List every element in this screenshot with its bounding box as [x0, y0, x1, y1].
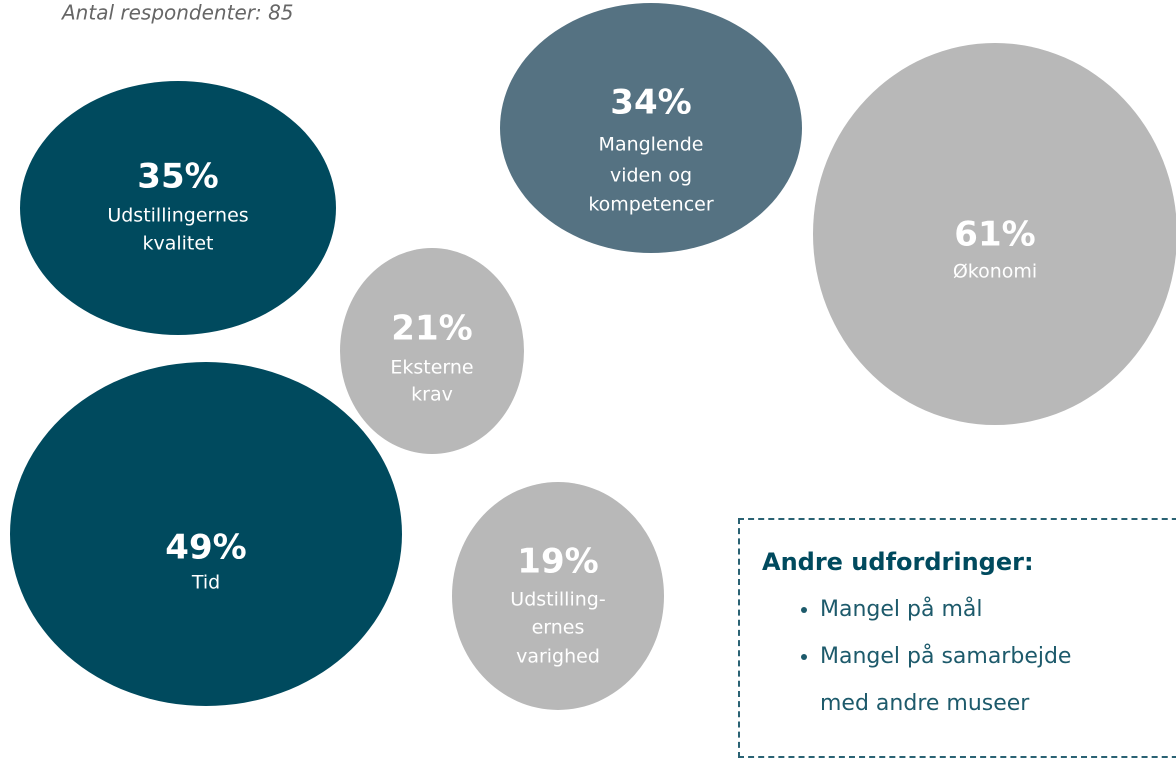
value-label: 21%: [391, 309, 472, 349]
note-item: Mangel på samarbejde med andre museer: [820, 633, 1120, 727]
category-label: viden og: [610, 165, 692, 187]
page: Antal respondenter: 85 35% Udstillingerne…: [0, 0, 1176, 736]
subtitle: Antal respondenter: 85: [60, 1, 294, 25]
value-label: 35%: [137, 157, 218, 197]
category-label: Udstilling-: [510, 589, 605, 611]
category-label: Økonomi: [953, 261, 1037, 283]
category-label: kompetencer: [588, 194, 714, 216]
bubble: [500, 3, 802, 253]
note-title: Andre udfordringer:: [762, 548, 1034, 576]
bubble: [813, 43, 1176, 425]
bubble: [340, 248, 524, 454]
note-box: Andre udfordringer: Mangel på målMangel …: [738, 518, 1176, 758]
category-label: varighed: [516, 646, 600, 668]
category-label: Eksterne: [390, 357, 473, 379]
chart: Antal respondenter: 85 35% Udstillingerne…: [10, 1, 1176, 710]
value-label: 49%: [165, 528, 246, 568]
bubble: [20, 81, 336, 335]
category-label: Udstillingernes: [107, 205, 248, 227]
category-label: Tid: [191, 572, 220, 594]
category-label: ernes: [532, 617, 585, 639]
category-label: Manglende: [599, 134, 704, 156]
value-label: 19%: [517, 542, 598, 582]
category-label: kvalitet: [142, 233, 213, 255]
note-list: Mangel på målMangel på samarbejde med an…: [740, 586, 1120, 727]
category-label: krav: [411, 384, 453, 406]
value-label: 34%: [610, 83, 691, 123]
bubble: [452, 482, 664, 710]
bubble: [10, 362, 402, 706]
note-item: Mangel på mål: [820, 586, 1120, 633]
value-label: 61%: [954, 215, 1035, 255]
